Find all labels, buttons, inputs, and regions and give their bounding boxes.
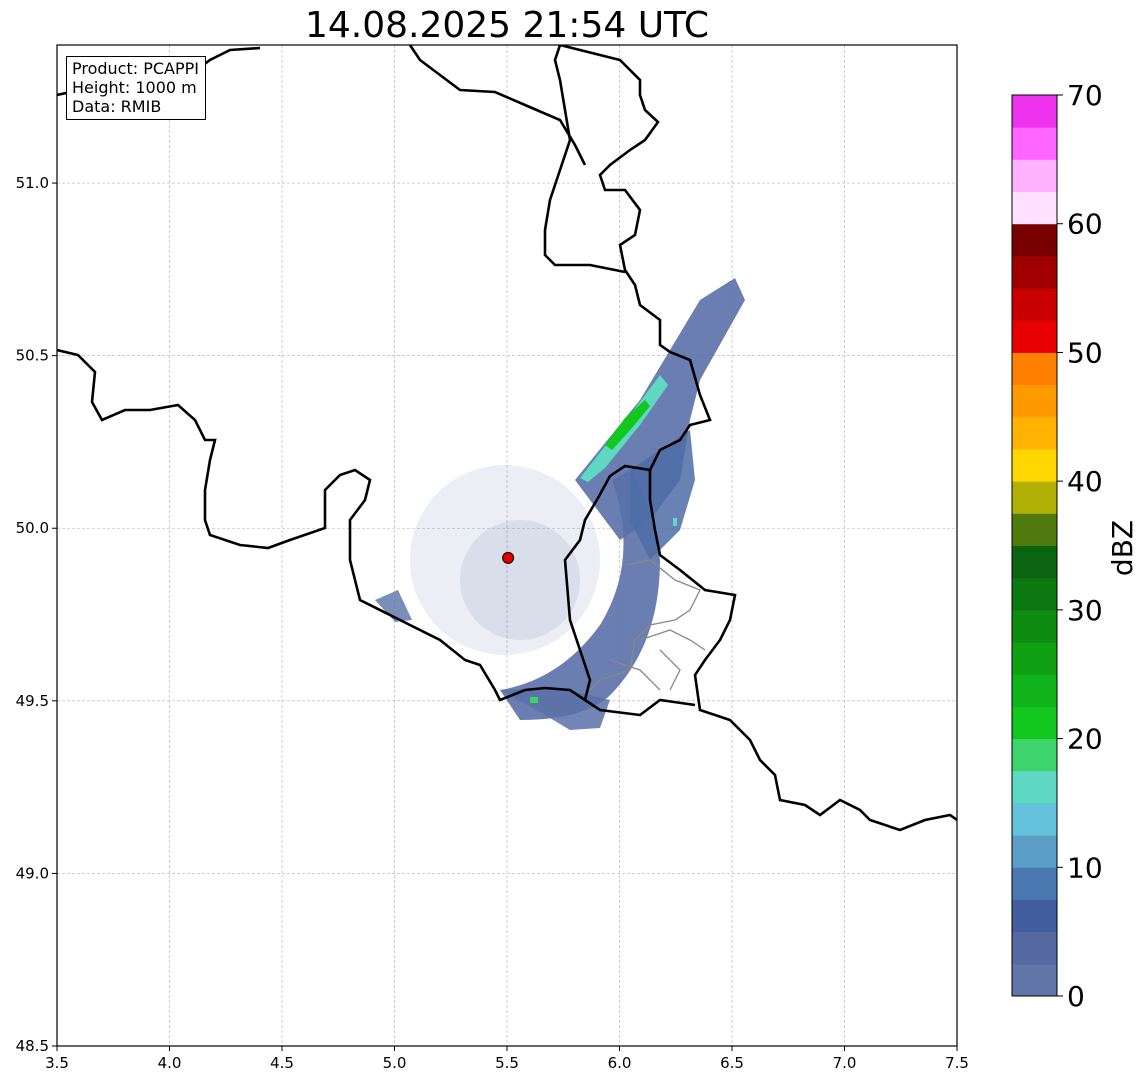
x-axis-ticks: 3.5 4.0 4.5 5.0 5.5 6.0 6.5 7.0 7.5 xyxy=(45,1046,969,1072)
colorbar-swatch xyxy=(1012,448,1057,482)
colorbar-swatch xyxy=(1012,545,1057,579)
colorbar-swatch xyxy=(1012,867,1057,900)
border-line xyxy=(648,470,957,832)
colorbar-swatch xyxy=(1012,416,1057,450)
colorbar-swatch xyxy=(1012,127,1057,160)
y-tick-label: 50.5 xyxy=(16,347,49,365)
colorbar-swatch xyxy=(1012,384,1057,418)
colorbar-swatch xyxy=(1012,835,1057,868)
x-tick-label: 3.5 xyxy=(45,1054,69,1072)
x-tick-label: 5.5 xyxy=(495,1054,519,1072)
echo-arc-south xyxy=(500,470,660,720)
y-tick-label: 51.0 xyxy=(16,174,49,192)
colorbar-swatch xyxy=(1012,802,1057,836)
echo-band-northeast xyxy=(575,278,745,540)
colorbar-tick-label: 70 xyxy=(1067,79,1103,112)
y-tick-label: 48.5 xyxy=(16,1037,49,1055)
colorbar-swatch xyxy=(1012,674,1057,707)
y-tick-label: 50.0 xyxy=(16,519,49,537)
colorbar-swatch xyxy=(1012,191,1057,225)
colorbar-swatch xyxy=(1012,609,1057,643)
colorbar-tick-label: 50 xyxy=(1067,336,1103,369)
colorbar-swatch xyxy=(1012,255,1057,289)
x-tick-label: 7.5 xyxy=(945,1054,969,1072)
colorbar-tick-label: 10 xyxy=(1067,851,1103,884)
colorbar-swatch xyxy=(1012,513,1057,546)
echo-west-cluster xyxy=(375,590,412,622)
echo-band-green xyxy=(605,400,650,450)
country-borders xyxy=(57,45,957,832)
colorbar-swatch xyxy=(1012,642,1057,675)
colorbar-swatch xyxy=(1012,288,1057,321)
border-line xyxy=(584,698,696,717)
colorbar-swatch xyxy=(1012,320,1057,353)
border-line xyxy=(408,45,587,166)
info-data: Data: RMIB xyxy=(72,97,162,116)
colorbar-swatch xyxy=(1012,159,1057,193)
colorbar-swatch xyxy=(1012,577,1057,611)
colorbar-swatch xyxy=(1012,706,1057,740)
x-tick-label: 5.0 xyxy=(383,1054,407,1072)
info-product: Product: PCAPPI xyxy=(72,59,200,78)
y-tick-label: 49.0 xyxy=(16,864,49,882)
radar-site-marker xyxy=(502,551,515,564)
colorbar-ticks: 0 10 20 30 40 50 60 70 xyxy=(1057,79,1103,1013)
colorbar-label: dBZ xyxy=(1106,520,1139,576)
info-height: Height: 1000 m xyxy=(72,78,197,97)
border-line xyxy=(543,45,626,274)
echo-speck xyxy=(530,697,538,703)
echo-band-east xyxy=(630,430,695,560)
colorbar-swatch xyxy=(1012,770,1057,804)
x-tick-label: 6.0 xyxy=(608,1054,632,1072)
x-tick-label: 7.0 xyxy=(833,1054,857,1072)
colorbar-tick-label: 60 xyxy=(1067,208,1103,241)
x-tick-label: 6.5 xyxy=(720,1054,744,1072)
colorbar-swatch xyxy=(1012,352,1057,386)
colorbar-swatch xyxy=(1012,481,1057,514)
colorbar-swatch xyxy=(1012,963,1057,997)
colorbar-frame xyxy=(1011,94,1058,997)
colorbar-tick-label: 40 xyxy=(1067,465,1103,498)
colorbar-swatch xyxy=(1012,95,1057,128)
colorbar-tick-label: 20 xyxy=(1067,723,1103,756)
grid-lines xyxy=(56,45,958,1047)
radar-echoes xyxy=(375,278,745,730)
colorbar xyxy=(1011,94,1058,997)
y-tick-label: 49.5 xyxy=(16,692,49,710)
x-tick-label: 4.5 xyxy=(270,1054,294,1072)
colorbar-swatch xyxy=(1012,738,1057,772)
colorbar-swatch xyxy=(1012,931,1057,965)
echo-scatter-inner xyxy=(460,520,580,640)
info-box: Product: PCAPPI Height: 1000 m Data: RMI… xyxy=(66,56,207,120)
border-line xyxy=(57,45,712,703)
map-title: 14.08.2025 21:54 UTC xyxy=(304,5,710,46)
colorbar-swatch xyxy=(1012,899,1057,933)
colorbar-tick-label: 0 xyxy=(1067,980,1085,1013)
colorbar-swatch xyxy=(1012,223,1057,257)
region-borders xyxy=(589,559,706,691)
x-tick-label: 4.0 xyxy=(158,1054,182,1072)
colorbar-tick-label: 30 xyxy=(1067,594,1103,627)
echo-speck xyxy=(673,518,677,526)
y-axis-ticks: 48.5 49.0 49.5 50.0 50.5 51.0 xyxy=(16,174,57,1055)
